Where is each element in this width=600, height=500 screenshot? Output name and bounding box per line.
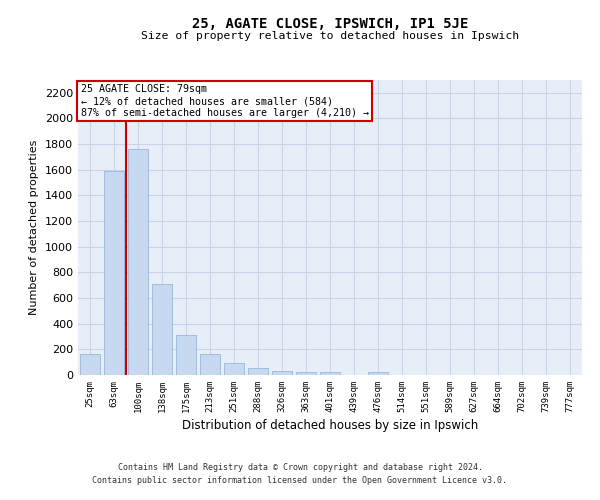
- Y-axis label: Number of detached properties: Number of detached properties: [29, 140, 40, 315]
- X-axis label: Distribution of detached houses by size in Ipswich: Distribution of detached houses by size …: [182, 419, 478, 432]
- Text: 25 AGATE CLOSE: 79sqm
← 12% of detached houses are smaller (584)
87% of semi-det: 25 AGATE CLOSE: 79sqm ← 12% of detached …: [80, 84, 368, 117]
- Bar: [176, 334, 196, 375]
- Bar: [104, 171, 124, 375]
- Text: Contains HM Land Registry data © Crown copyright and database right 2024.: Contains HM Land Registry data © Crown c…: [118, 464, 482, 472]
- Bar: [128, 150, 148, 375]
- Bar: [320, 372, 340, 375]
- Bar: [272, 370, 292, 375]
- Bar: [224, 364, 244, 375]
- Bar: [248, 368, 268, 375]
- Bar: [152, 284, 172, 375]
- Bar: [368, 372, 388, 375]
- Bar: [200, 354, 220, 375]
- Bar: [80, 354, 100, 375]
- Text: Contains public sector information licensed under the Open Government Licence v3: Contains public sector information licen…: [92, 476, 508, 485]
- Bar: [296, 372, 316, 375]
- Text: 25, AGATE CLOSE, IPSWICH, IP1 5JE: 25, AGATE CLOSE, IPSWICH, IP1 5JE: [192, 18, 468, 32]
- Text: Size of property relative to detached houses in Ipswich: Size of property relative to detached ho…: [141, 31, 519, 41]
